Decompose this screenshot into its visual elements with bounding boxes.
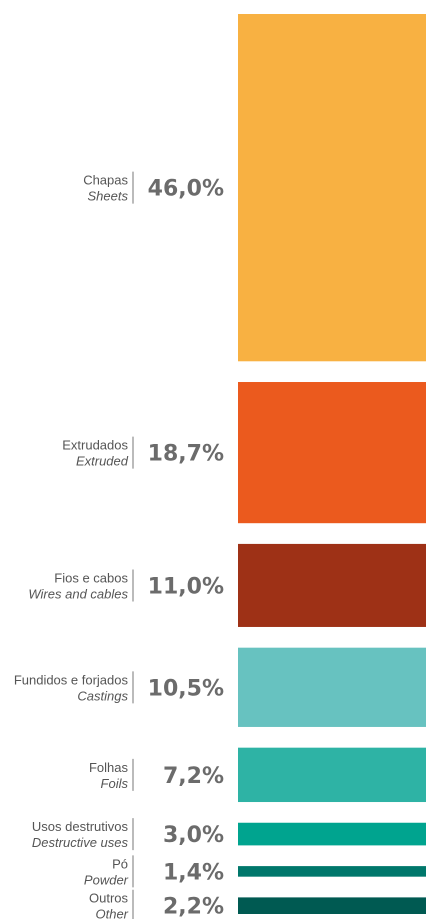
category-label-powder: Pó [112, 856, 128, 871]
bar-castings [238, 647, 426, 727]
value-label-extruded: 18,7% [148, 442, 224, 467]
value-label-destructive-uses: 3,0% [163, 823, 224, 848]
category-label-en-extruded: Extruded [76, 454, 129, 469]
category-label-destructive-uses: Usos destrutivos [32, 819, 129, 834]
category-label-other: Outros [89, 891, 129, 906]
category-label-extruded: Extrudados [62, 438, 128, 453]
category-label-en-foils: Foils [101, 776, 129, 791]
value-label-foils: 7,2% [163, 764, 224, 789]
bar-sheets [238, 14, 426, 362]
category-label-en-other: Other [95, 907, 128, 919]
value-label-sheets: 46,0% [148, 177, 224, 202]
bar-foils [238, 747, 426, 803]
bar-wires-and-cables [238, 543, 426, 627]
value-label-wires-and-cables: 11,0% [148, 574, 224, 599]
category-label-wires-and-cables: Fios e cabos [54, 570, 128, 585]
category-label-en-castings: Castings [77, 688, 128, 703]
category-label-en-destructive-uses: Destructive uses [32, 835, 129, 850]
category-label-en-sheets: Sheets [88, 189, 129, 204]
bar-destructive-uses [238, 822, 426, 846]
value-label-castings: 10,5% [148, 676, 224, 701]
category-label-foils: Folhas [89, 760, 129, 775]
category-label-sheets: Chapas [83, 173, 128, 188]
category-label-en-wires-and-cables: Wires and cables [28, 586, 128, 601]
value-label-powder: 1,4% [163, 860, 224, 885]
bar-extruded [238, 382, 426, 524]
bar-other [238, 897, 426, 914]
bar-powder [238, 866, 426, 877]
category-label-en-powder: Powder [84, 872, 129, 887]
value-label-other: 2,2% [163, 895, 224, 919]
category-label-castings: Fundidos e forjados [14, 672, 129, 687]
